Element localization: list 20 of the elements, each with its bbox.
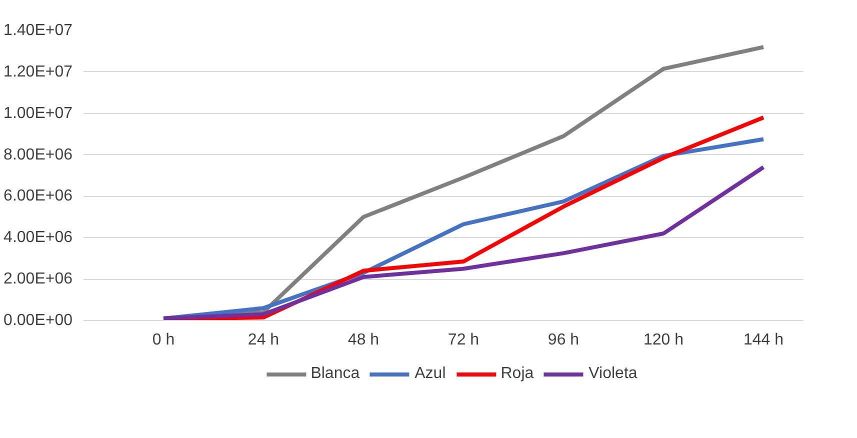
x-tick-label: 24 h bbox=[248, 332, 280, 348]
y-tick-label: 0.00E+00 bbox=[4, 312, 73, 329]
x-tick-label: 72 h bbox=[448, 332, 480, 348]
legend-label: Azul bbox=[414, 364, 446, 382]
y-tick-label: 2.00E+06 bbox=[4, 270, 73, 288]
x-tick-label: 48 h bbox=[348, 332, 380, 348]
y-tick-label: 1.20E+07 bbox=[4, 63, 73, 80]
line-series bbox=[162, 165, 766, 320]
legend-label: Blanca bbox=[310, 364, 360, 382]
x-tick-label: 96 h bbox=[548, 332, 580, 348]
legend-label: Roja bbox=[500, 364, 534, 382]
y-tick-label: 8.00E+06 bbox=[4, 146, 73, 164]
y-tick-label: 1.00E+07 bbox=[4, 104, 73, 122]
legend-label: Violeta bbox=[588, 364, 638, 382]
x-tick-label: 120 h bbox=[643, 332, 684, 348]
x-tick-label: 144 h bbox=[743, 332, 784, 348]
x-tick-label: 0 h bbox=[152, 332, 175, 348]
y-tick-label: 6.00E+06 bbox=[4, 188, 73, 205]
y-tick-label: 4.00E+06 bbox=[4, 229, 73, 246]
y-tick-label: 1.40E+07 bbox=[4, 22, 73, 39]
